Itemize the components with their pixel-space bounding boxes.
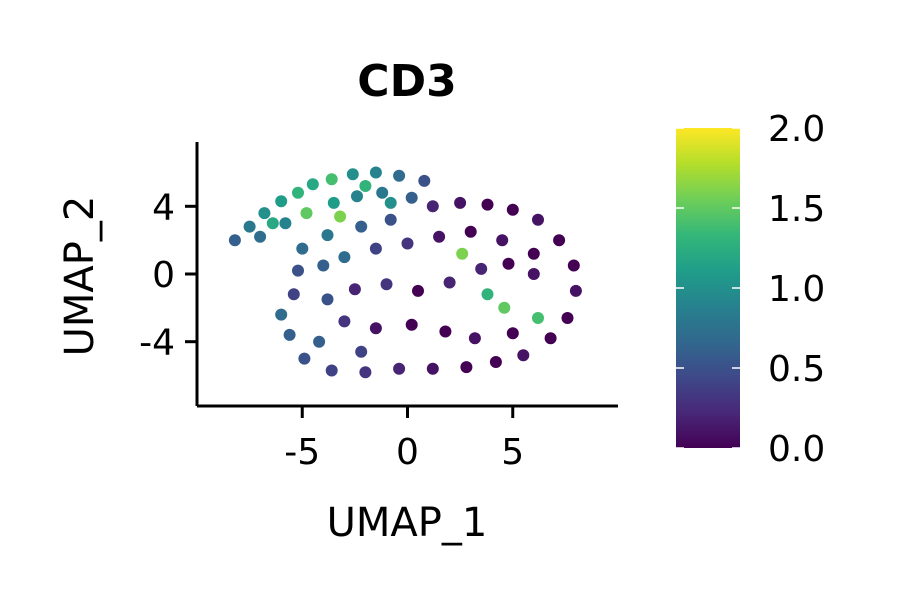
data-point: [355, 345, 368, 358]
data-point: [405, 191, 418, 204]
data-point: [561, 312, 574, 324]
data-point: [517, 349, 530, 362]
data-point: [287, 288, 300, 301]
colorbar-ticks: 0.0 0.5 1.0 1.5 2.0: [676, 109, 825, 470]
data-point: [292, 264, 304, 277]
data-point: [393, 362, 406, 375]
data-point: [321, 293, 334, 306]
data-point: [532, 213, 544, 226]
data-point: [412, 284, 424, 297]
data-point: [496, 234, 509, 247]
data-point: [384, 196, 397, 209]
data-point: [489, 356, 502, 368]
data-point: [454, 196, 467, 209]
data-point: [569, 284, 582, 297]
data-point: [426, 200, 439, 213]
data-point: [292, 186, 304, 199]
y-axis-title: UMAP_2: [57, 196, 103, 357]
points-layer: [228, 166, 582, 379]
data-point: [258, 207, 271, 220]
data-point: [313, 335, 326, 348]
chart-title: CD3: [357, 56, 456, 107]
colorbar-tick-label: 2.0: [768, 109, 825, 150]
data-point: [275, 195, 288, 208]
data-point: [475, 262, 488, 275]
data-point: [433, 230, 446, 243]
data-point: [321, 229, 334, 242]
y-tick-label: 0: [152, 255, 175, 296]
data-point: [327, 196, 340, 209]
data-point: [351, 190, 363, 203]
data-point: [376, 186, 389, 199]
data-point: [228, 234, 241, 247]
data-point: [369, 166, 382, 179]
data-point: [460, 361, 473, 374]
x-ticks: -5 0 5: [284, 406, 524, 473]
data-point: [439, 325, 452, 338]
data-point: [527, 268, 540, 280]
data-point: [553, 234, 566, 247]
data-point: [401, 237, 414, 250]
data-point: [384, 213, 397, 226]
data-point: [481, 198, 494, 211]
data-point: [369, 322, 382, 335]
data-point: [346, 168, 359, 181]
data-point: [532, 312, 544, 324]
colorbar: [676, 128, 740, 448]
y-tick-label: 4: [152, 187, 175, 228]
y-tick-label: -4: [139, 323, 175, 364]
x-axis-title: UMAP_1: [327, 500, 488, 546]
data-point: [506, 203, 519, 216]
x-tick-label: -5: [284, 432, 320, 473]
data-point: [468, 332, 481, 345]
data-point: [380, 278, 393, 291]
data-point: [325, 364, 338, 377]
data-point: [266, 217, 279, 230]
x-tick-label: 0: [396, 432, 419, 473]
data-point: [306, 178, 319, 191]
data-point: [567, 259, 580, 272]
data-point: [393, 169, 406, 182]
data-point: [275, 308, 288, 321]
data-point: [506, 327, 519, 340]
data-point: [405, 318, 418, 331]
data-point: [359, 366, 372, 379]
data-point: [464, 225, 477, 238]
data-point: [298, 352, 311, 365]
data-point: [283, 328, 296, 341]
y-ticks: -4 0 4: [139, 187, 197, 364]
data-point: [325, 173, 338, 186]
data-point: [355, 220, 368, 233]
data-point: [359, 180, 372, 192]
data-point: [334, 210, 347, 223]
x-tick-label: 5: [501, 432, 524, 473]
data-point: [369, 242, 382, 255]
data-point: [296, 242, 309, 255]
data-point: [456, 247, 469, 260]
colorbar-tick-label: 1.5: [768, 189, 825, 230]
colorbar-tick-label: 1.0: [768, 269, 825, 310]
data-point: [338, 315, 351, 328]
data-point: [426, 362, 439, 375]
data-point: [300, 207, 313, 220]
data-point: [443, 276, 456, 289]
data-point: [348, 283, 361, 296]
colorbar-tick-label: 0.0: [768, 429, 825, 470]
data-point: [418, 174, 431, 187]
data-point: [527, 247, 540, 260]
data-point: [338, 251, 351, 264]
data-point: [254, 230, 267, 243]
data-point: [481, 288, 494, 301]
data-point: [502, 257, 515, 270]
data-point: [243, 220, 256, 233]
data-point: [317, 259, 330, 272]
data-point: [544, 332, 557, 345]
data-point: [498, 301, 511, 314]
data-point: [279, 217, 292, 230]
colorbar-tick-label: 0.5: [768, 349, 825, 390]
